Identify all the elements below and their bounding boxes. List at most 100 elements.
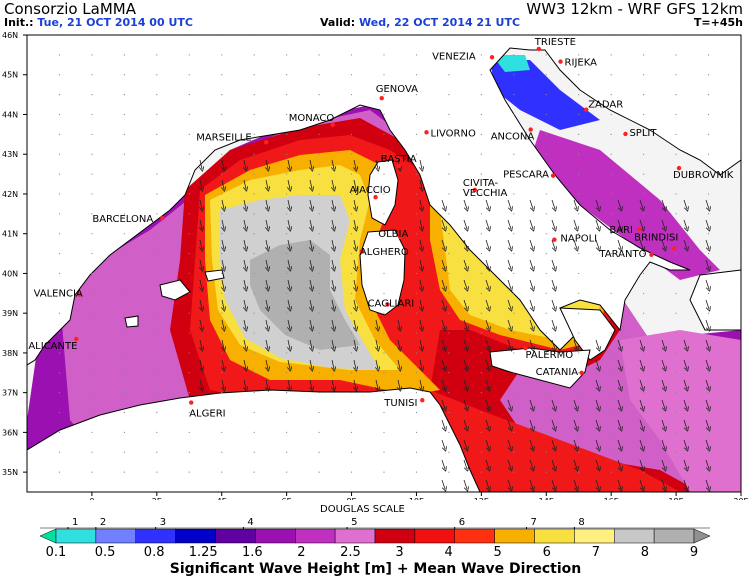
city-dot bbox=[558, 59, 563, 64]
land-mallorca bbox=[159, 279, 191, 301]
colorbar-value: 1.6 bbox=[242, 545, 263, 560]
city-label: TARANTO bbox=[598, 249, 646, 260]
org-title: Consorzio LaMMA bbox=[4, 0, 136, 18]
city-label: NAPOLI bbox=[560, 234, 597, 245]
city-dot bbox=[160, 215, 165, 221]
lat-tick-label: 44N bbox=[2, 110, 18, 119]
city-dot bbox=[189, 400, 194, 405]
lat-tick-label: 35N bbox=[2, 468, 18, 477]
init-value: Tue, 21 OCT 2014 00 UTC bbox=[37, 16, 193, 29]
city-label: TRIESTE bbox=[534, 37, 576, 48]
colorbar-value: 8 bbox=[641, 545, 649, 560]
colorbar-cell bbox=[454, 528, 495, 544]
city-label: ALICANTE bbox=[28, 341, 77, 352]
colorbar-cell bbox=[614, 528, 655, 544]
colorbar-value: 7 bbox=[592, 545, 600, 560]
douglas-value: 8 bbox=[578, 517, 584, 528]
land-ibiza bbox=[124, 315, 139, 328]
city-label: CATANIA bbox=[536, 367, 579, 378]
city-dot bbox=[74, 336, 79, 342]
douglas-value: 7 bbox=[531, 517, 537, 528]
colorbar-value: 2 bbox=[297, 545, 305, 560]
city-dot bbox=[528, 127, 533, 132]
colorbar-cell bbox=[55, 528, 97, 544]
colorbar-cell bbox=[653, 528, 695, 544]
wave-zone-cyan bbox=[492, 55, 530, 72]
city-label: TUNISI bbox=[383, 398, 417, 409]
init-line: Init.: Tue, 21 OCT 2014 00 UTC bbox=[4, 16, 193, 29]
city-dot bbox=[523, 345, 528, 351]
city-label: OLBIA bbox=[378, 229, 408, 240]
douglas-ticks: 1 2 3 4 5 6 7 8 bbox=[40, 517, 710, 529]
colorbar-cell bbox=[374, 528, 416, 544]
city-label: SPLIT bbox=[629, 128, 657, 139]
colorbar-value: 3 bbox=[395, 545, 403, 560]
colorbar-value: 9 bbox=[690, 545, 698, 560]
wave-direction-arrows bbox=[200, 159, 709, 489]
valid-line: Valid: Wed, 22 OCT 2014 21 UTC bbox=[320, 16, 520, 29]
colorbar-cell bbox=[534, 528, 575, 544]
lon-tick-label: 4E bbox=[217, 497, 227, 500]
lat-tick-label: 40N bbox=[2, 269, 18, 278]
city-dot bbox=[552, 237, 557, 242]
wave-map: TRIESTE VENEZIA RIJEKA GENOVA MONACO ZADAR MAR… bbox=[2, 31, 749, 500]
douglas-value: 2 bbox=[100, 517, 106, 528]
map-frame bbox=[26, 34, 742, 493]
city-dot bbox=[489, 55, 495, 60]
lon-tick-label: 8E bbox=[346, 497, 356, 500]
city-dot bbox=[472, 187, 478, 193]
city-label: MARSEILLE bbox=[196, 132, 252, 143]
douglas-value: 3 bbox=[160, 517, 166, 528]
colorbar-value: 2.5 bbox=[340, 545, 361, 560]
lead-time: T=+45h bbox=[693, 16, 743, 29]
init-label: Init.: bbox=[4, 16, 34, 29]
lon-tick-label: 14E bbox=[539, 497, 554, 500]
city-label: CAGLIARI bbox=[368, 298, 415, 309]
wave-zone-adriatic-north bbox=[490, 60, 600, 130]
city-label: MONACO bbox=[289, 113, 335, 124]
city-label: BASTIA bbox=[381, 154, 417, 165]
colorbar-cell bbox=[255, 528, 296, 544]
colorbar-cell bbox=[215, 528, 256, 544]
city-dot bbox=[424, 130, 429, 135]
city-dot bbox=[623, 131, 628, 137]
lat-tick-label: 37N bbox=[2, 389, 18, 398]
city-label: ALGHERO bbox=[360, 247, 409, 258]
douglas-value: 5 bbox=[351, 517, 357, 528]
lon-tick-label: 12E bbox=[474, 497, 489, 500]
city-label: DUBROVNIK bbox=[673, 170, 734, 181]
city-dot bbox=[579, 370, 584, 375]
city-label: VENEZIA bbox=[432, 51, 476, 62]
colorbar-cell bbox=[95, 528, 136, 544]
colorbar-value: 5 bbox=[494, 545, 502, 560]
land-sicily bbox=[489, 347, 591, 389]
city-dot bbox=[77, 292, 82, 297]
colorbar-cell bbox=[295, 528, 336, 544]
legend-title: Significant Wave Height [m] + Mean Wave … bbox=[169, 561, 582, 577]
city-label: ANCONA bbox=[491, 132, 535, 143]
valid-value: Wed, 22 OCT 2014 21 UTC bbox=[359, 16, 521, 29]
lat-tick-label: 46N bbox=[2, 31, 18, 40]
colorbar-value: 0.8 bbox=[144, 545, 165, 560]
city-label: VECCHIA bbox=[463, 188, 508, 199]
lat-tick-label: 38N bbox=[2, 349, 18, 358]
city-label: BARCELONA bbox=[92, 214, 153, 225]
colorbar-value: 1.25 bbox=[189, 545, 218, 560]
lon-tick-label: 0 bbox=[89, 497, 94, 500]
city-label: PESCARA bbox=[503, 170, 549, 181]
city-label: CIVITA- bbox=[463, 178, 499, 189]
colorbar-cell bbox=[574, 528, 615, 544]
city-dot bbox=[649, 252, 654, 257]
douglas-scale-title: DOUGLAS SCALE bbox=[320, 504, 405, 515]
lat-tick-label: 39N bbox=[2, 309, 18, 318]
colorbar-value: 6 bbox=[543, 545, 551, 560]
city-dot bbox=[637, 226, 642, 232]
city-dot bbox=[385, 302, 390, 307]
city-dot bbox=[396, 163, 401, 169]
colorbar-values: 0.1 0.5 0.8 1.25 1.6 2 2.5 3 4 5 6 7 8 9 bbox=[46, 545, 698, 560]
city-dot bbox=[550, 173, 556, 178]
wave-zone-adriatic bbox=[530, 130, 720, 280]
valid-label: Valid: bbox=[320, 16, 356, 29]
city-dot bbox=[676, 165, 682, 171]
lon-tick-label: 20E bbox=[733, 497, 748, 500]
